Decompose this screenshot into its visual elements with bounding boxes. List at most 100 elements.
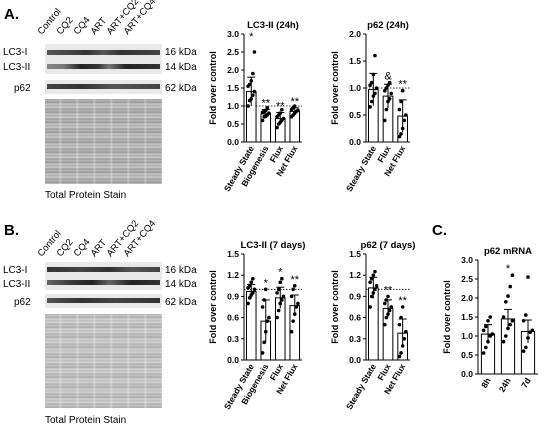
y-tick-label: 0.3: [227, 334, 239, 344]
chart-title: p62 mRNA: [484, 246, 532, 257]
band-label-lc3-i: LC3-I: [3, 265, 28, 276]
y-tick-label: 1.2: [349, 270, 361, 280]
y-tick-label: 0.5: [461, 350, 473, 360]
data-point: [247, 82, 252, 87]
y-tick-label: 0.0: [349, 137, 361, 147]
data-point: [263, 287, 268, 292]
data-point: [404, 113, 408, 117]
data-point: [249, 280, 254, 285]
data-point: [265, 106, 270, 110]
data-point: [292, 284, 297, 288]
significance-mark: *: [278, 267, 283, 279]
data-point: [481, 328, 486, 333]
y-tick-label: 1.5: [227, 249, 239, 259]
y-tick-label: 2.5: [227, 47, 239, 57]
band-label-lc3-ii: LC3-II: [3, 279, 31, 290]
y-tick-label: 2.5: [461, 274, 473, 284]
data-point: [510, 273, 515, 277]
chart-title: p62 (7 days): [361, 240, 416, 251]
data-point: [291, 287, 295, 292]
band-label-lc3-ii: LC3-II: [3, 62, 31, 73]
data-point: [508, 322, 512, 327]
data-point: [267, 315, 271, 320]
y-axis-label: Fold over control: [330, 51, 340, 125]
band-kda-62: 62 kDa: [165, 83, 197, 94]
data-point: [371, 273, 376, 277]
y-tick-label: 0.5: [349, 110, 361, 120]
data-point: [292, 104, 297, 108]
data-point: [397, 354, 402, 359]
data-point: [530, 328, 535, 333]
y-tick-label: 1.2: [227, 270, 239, 280]
chart-lc3-7d: LC3-II (7 days) Fold over control 0.0 0.3 0.…: [208, 240, 306, 411]
band-label-lc3-i: LC3-I: [3, 47, 28, 58]
panel-letter-b: B.: [4, 222, 19, 239]
data-point: [400, 126, 405, 131]
y-tick-label: 2.0: [349, 29, 361, 39]
data-point: [260, 305, 265, 309]
x-tick-label: 24h: [497, 376, 513, 394]
data-point: [382, 322, 387, 327]
data-point: [481, 351, 486, 355]
data-point: [373, 269, 377, 274]
data-point: [280, 107, 284, 112]
band-kda-14: 14 kDa: [165, 279, 197, 290]
data-point: [278, 301, 283, 306]
significance-mark: **: [290, 96, 299, 108]
y-axis-label: Fold over control: [442, 280, 452, 354]
data-point: [371, 72, 376, 77]
data-point: [292, 312, 297, 316]
band-lc3-ii-b: [47, 280, 160, 285]
x-tick-label: 8h: [479, 376, 493, 390]
data-point: [510, 319, 515, 323]
data-point: [371, 291, 376, 295]
chart-title: LC3-II (7 days): [241, 240, 306, 251]
data-point: [262, 298, 266, 302]
data-point: [278, 111, 283, 115]
data-point: [278, 280, 283, 285]
data-point: [276, 287, 281, 292]
y-tick-label: 0.6: [349, 313, 361, 323]
data-point: [386, 294, 390, 299]
chart-lc3-24h: LC3-II (24h) Fold over control 0.0 0.5 1.0 1.…: [208, 20, 302, 193]
y-tick-label: 1.0: [227, 101, 239, 111]
chart-p62-7d: p62 (7 days) Fold over control 0.0 0.3 0.6 0.…: [330, 240, 416, 411]
y-tick-label: 0.5: [227, 119, 239, 129]
data-point: [389, 91, 394, 96]
data-point: [369, 294, 374, 299]
y-tick-label: 3.0: [461, 255, 473, 265]
data-point: [399, 99, 403, 104]
y-tick-label: 2.0: [227, 65, 239, 75]
data-point: [281, 116, 286, 121]
data-point: [506, 326, 510, 331]
total-protein-stain-b: [45, 314, 162, 408]
data-point: [247, 296, 252, 300]
data-point: [369, 80, 374, 85]
data-point: [251, 291, 255, 295]
y-tick-label: 0.0: [461, 369, 473, 379]
y-tick-label: 2.0: [461, 293, 473, 303]
data-point: [267, 111, 271, 115]
significance-mark: *: [506, 263, 511, 275]
data-point: [386, 99, 390, 104]
band-lc3-i-b: [47, 267, 160, 272]
data-point: [526, 275, 530, 279]
significance-mark: **: [398, 79, 407, 91]
data-point: [384, 86, 389, 90]
data-point: [521, 349, 526, 353]
band-kda-16: 16 kDa: [165, 265, 197, 276]
band-lc3-i-a: [47, 50, 160, 55]
significance-mark: &: [384, 71, 392, 83]
data-point: [373, 53, 377, 58]
data-point: [526, 336, 530, 340]
data-point: [397, 322, 402, 327]
data-point: [400, 88, 405, 93]
x-tick-label: Steady State: [344, 362, 378, 411]
data-point: [368, 280, 372, 285]
data-point: [289, 294, 294, 299]
data-point: [251, 93, 255, 97]
data-point: [368, 105, 372, 109]
significance-mark: *: [264, 277, 269, 289]
data-point: [263, 329, 268, 334]
data-point: [291, 319, 295, 323]
